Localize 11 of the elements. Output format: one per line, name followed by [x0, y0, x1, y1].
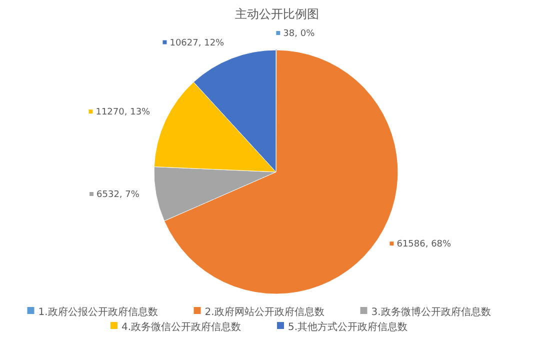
data-label: 6532, 7% — [96, 190, 140, 200]
legend-label: 1.政府公报公开政府信息数 — [38, 306, 158, 318]
legend-label: 4.政务微信公开政府信息数 — [122, 321, 242, 333]
legend-label: 5.其他方式公开政府信息数 — [288, 321, 408, 333]
chart-title: 主动公开比例图 — [235, 7, 319, 21]
legend-label: 3.政务微博公开政府信息数 — [371, 306, 491, 318]
data-label: 61586, 68% — [396, 240, 452, 250]
legend-label: 2.政府网站公开政府信息数 — [204, 306, 324, 318]
data-label: 38, 0% — [283, 29, 316, 39]
data-label: 11270, 13% — [96, 108, 151, 118]
data-label: 10627, 12% — [170, 38, 225, 48]
